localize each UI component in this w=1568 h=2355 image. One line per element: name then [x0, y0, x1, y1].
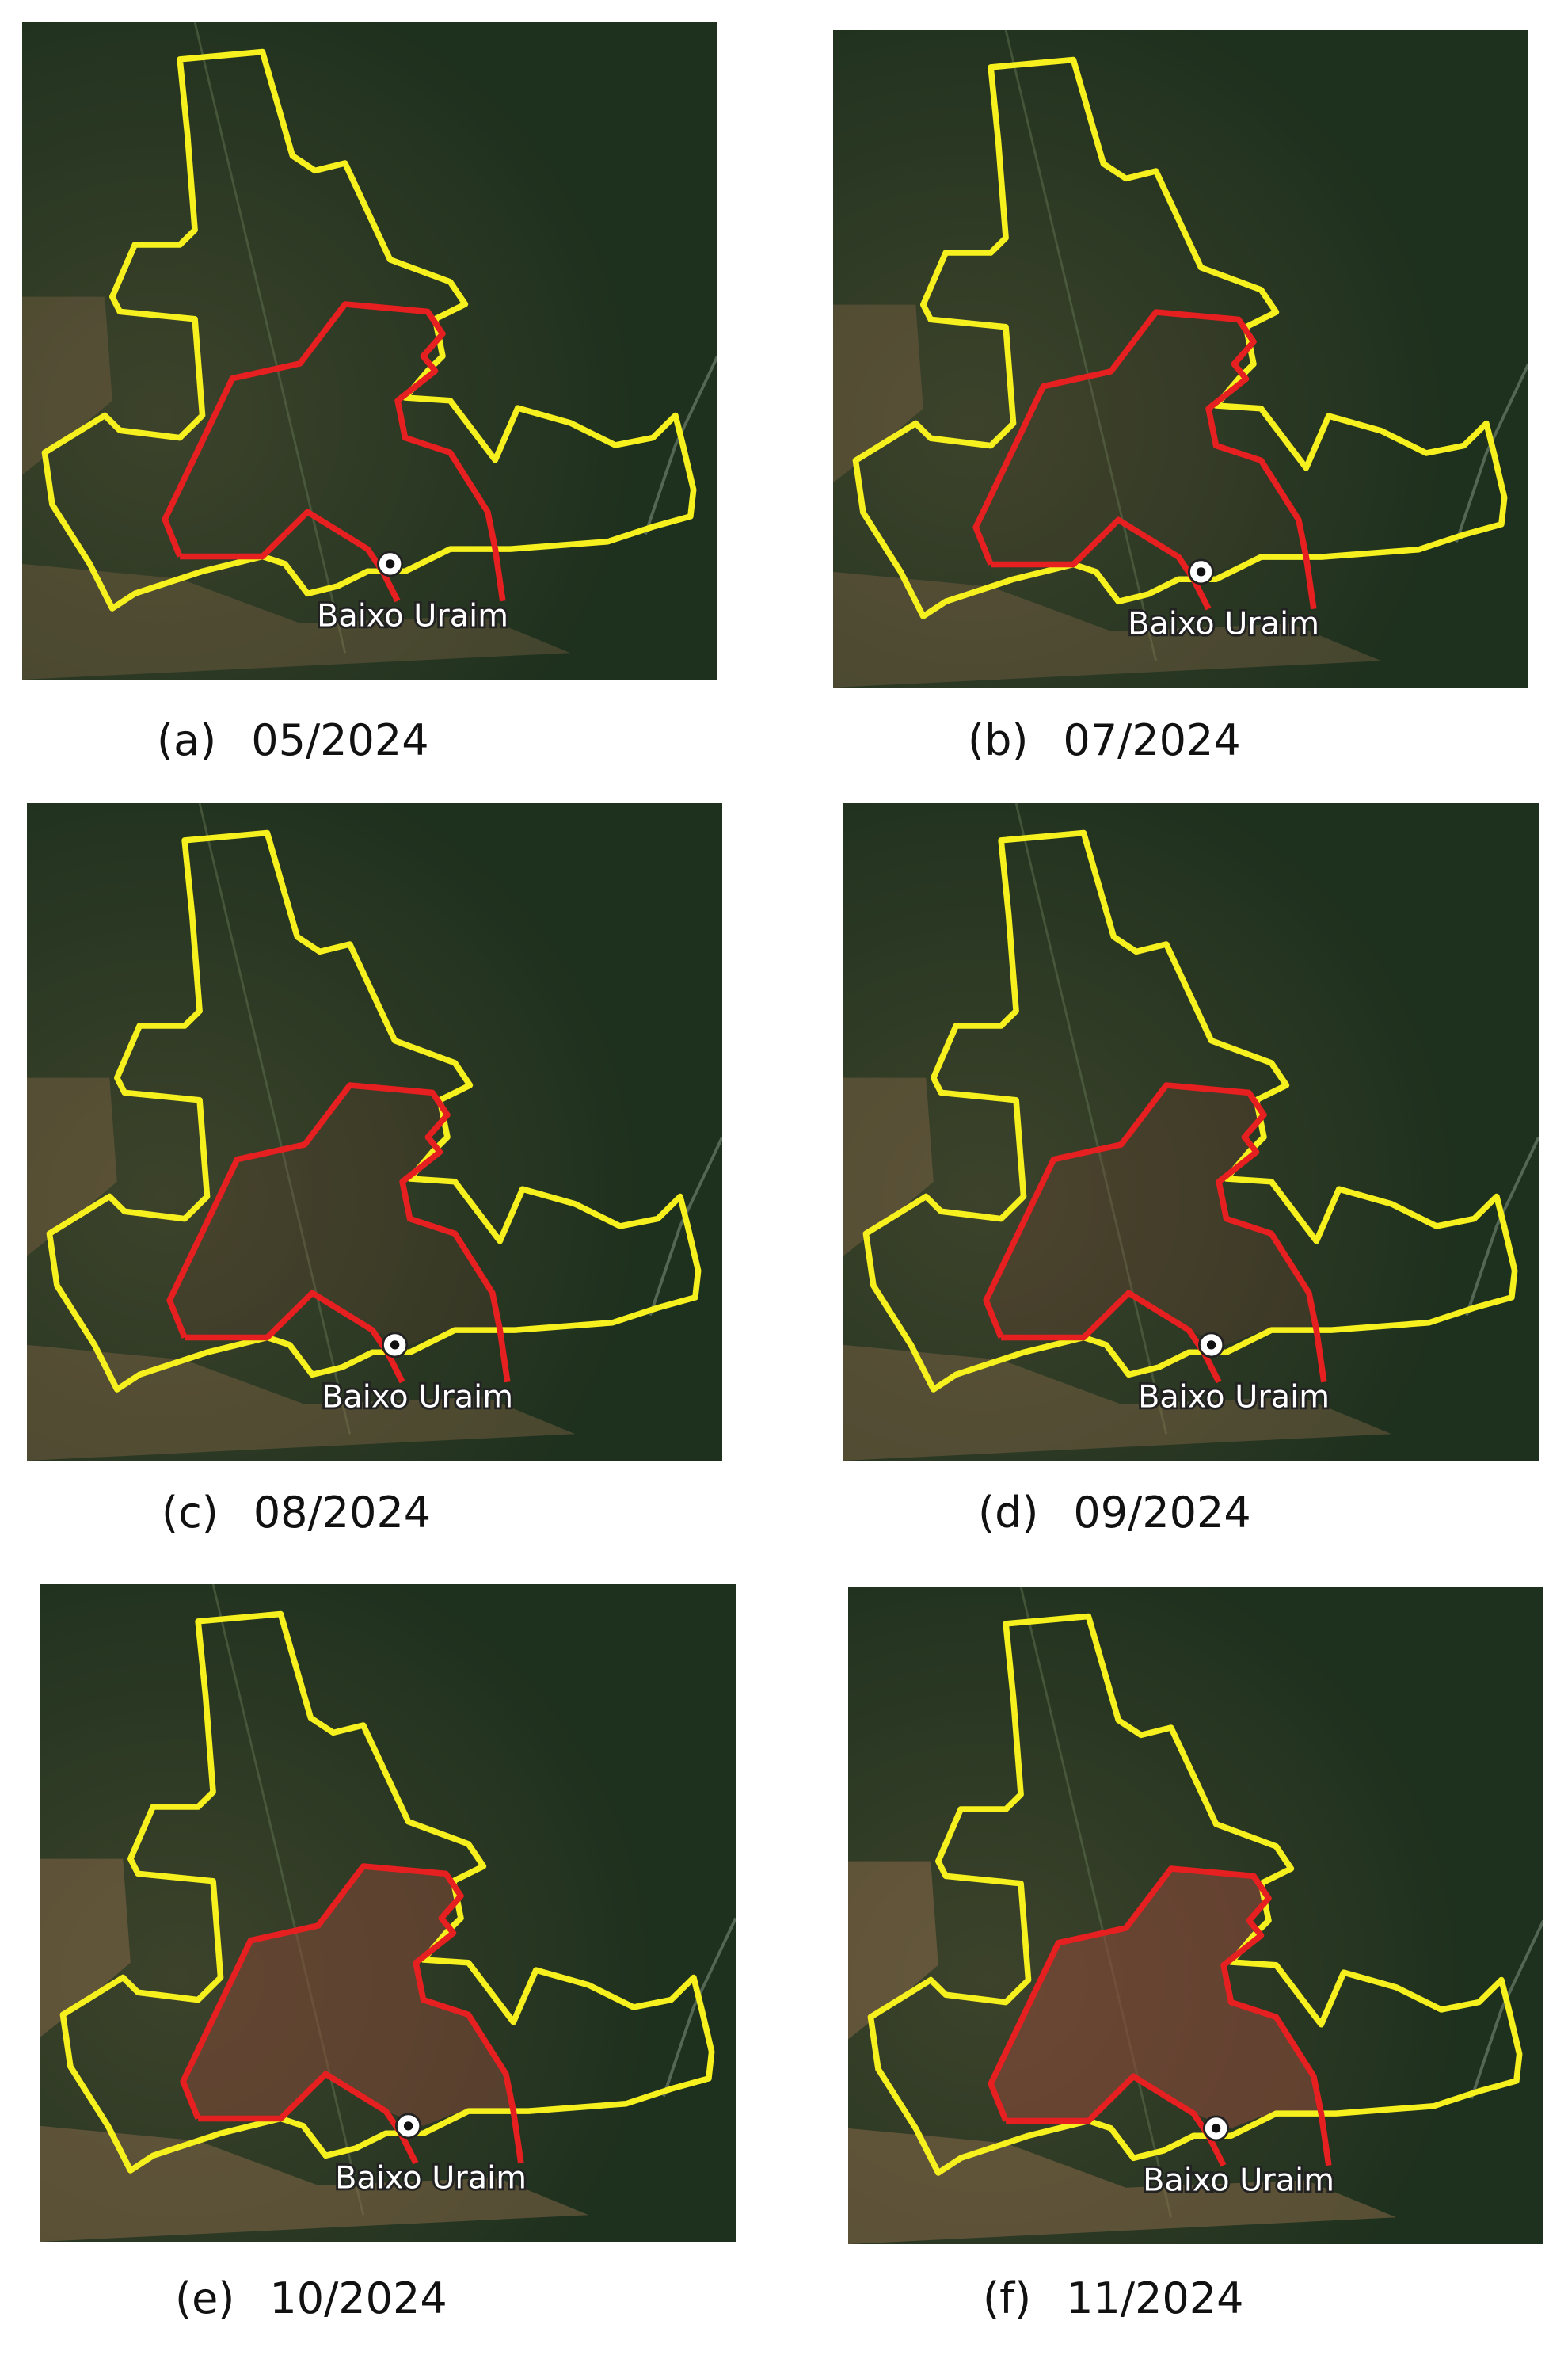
village-marker-dot [1206, 1340, 1216, 1350]
village-marker-dot [385, 559, 395, 569]
map-panel: Baixo Uraim [843, 803, 1539, 1461]
panel-date: 05/2024 [251, 715, 429, 765]
panel-letter: (a) [157, 715, 217, 765]
burn-boundary [185, 1290, 405, 1384]
river [662, 1917, 736, 2097]
burn-boundary [983, 1082, 1327, 1383]
map-panel: Baixo Uraim [22, 22, 717, 680]
map-panel: Baixo Uraim [40, 1584, 736, 2242]
burned-area [169, 1084, 504, 1345]
panel-letter: (d) [978, 1488, 1039, 1538]
road [1019, 1587, 1173, 2218]
village-marker-dot [1211, 2124, 1221, 2133]
village-marker-dot [1196, 567, 1206, 577]
burned-area [976, 311, 1310, 572]
burn-boundary [180, 509, 401, 603]
panel-caption: (d) 09/2024 [978, 1489, 1251, 1537]
river [644, 355, 717, 535]
burn-boundary [991, 516, 1212, 611]
road [1004, 30, 1158, 661]
burn-boundary [1001, 1290, 1222, 1384]
burned-area [986, 1084, 1320, 1345]
river [649, 1136, 722, 1316]
burn-boundary [180, 1863, 524, 2164]
burn-boundary [166, 1082, 511, 1383]
place-label: Baixo Uraim [317, 598, 508, 634]
panel-letter: (f) [983, 2273, 1032, 2323]
river [1465, 1136, 1539, 1316]
burn-boundary [972, 309, 1317, 610]
panel-letter: (b) [968, 715, 1029, 765]
village-marker-dot [403, 2121, 413, 2131]
panel-date: 07/2024 [1063, 715, 1241, 765]
river [1470, 1919, 1543, 2099]
burn-boundary [988, 1865, 1332, 2166]
panel-date: 08/2024 [253, 1488, 432, 1538]
burned-area [183, 1865, 517, 2126]
panel-caption: (b) 07/2024 [968, 717, 1241, 764]
panel-letter: (c) [162, 1488, 219, 1538]
map-panel: Baixo Uraim [27, 803, 722, 1461]
panel-letter: (e) [175, 2273, 235, 2323]
place-label: Baixo Uraim [1143, 2163, 1334, 2199]
road [198, 803, 352, 1435]
place-label: Baixo Uraim [1128, 606, 1319, 642]
burned-area [991, 1868, 1325, 2128]
panel-caption: (a) 05/2024 [157, 717, 429, 764]
road [193, 22, 347, 654]
burn-boundary [1006, 2073, 1227, 2167]
map-panel: Baixo Uraim [833, 30, 1528, 688]
panel-caption: (f) 11/2024 [983, 2275, 1244, 2323]
burn-boundary [198, 2071, 419, 2165]
river [1455, 363, 1528, 543]
panel-caption: (e) 10/2024 [175, 2275, 447, 2323]
map-panel: Baixo Uraim [848, 1587, 1543, 2244]
place-label: Baixo Uraim [1138, 1379, 1330, 1416]
panel-caption: (c) 08/2024 [162, 1489, 431, 1537]
place-label: Baixo Uraim [335, 2160, 527, 2197]
burn-boundary [162, 301, 506, 602]
road [211, 1584, 365, 2216]
place-label: Baixo Uraim [322, 1379, 513, 1416]
panel-date: 10/2024 [269, 2273, 447, 2323]
village-marker-dot [390, 1340, 400, 1350]
panel-date: 11/2024 [1066, 2273, 1244, 2323]
panel-date: 09/2024 [1073, 1488, 1251, 1538]
road [1014, 803, 1168, 1435]
